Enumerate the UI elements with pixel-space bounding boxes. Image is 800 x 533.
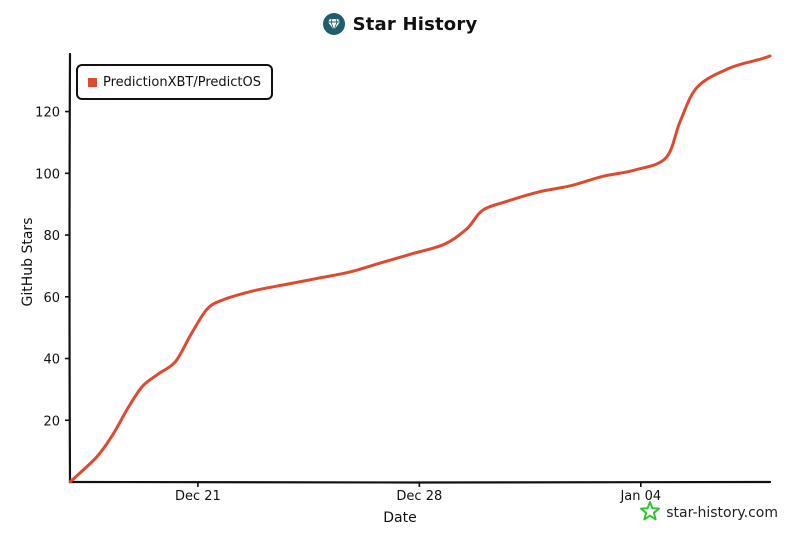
y-axis-ticks: 20 40 60 80 100 120	[35, 106, 70, 429]
green-star-icon	[640, 501, 661, 525]
star-history-watermark[interactable]: star-history.com	[640, 501, 778, 525]
x-tick-label: Dec 21	[175, 489, 221, 504]
x-axis-ticks: Dec 21 Dec 28 Jan 04	[175, 482, 661, 504]
x-tick-label: Dec 28	[396, 489, 442, 504]
chart-legend: PredictionXBT/PredictOS	[76, 64, 273, 100]
chart-axes	[68, 52, 772, 484]
y-axis-label: GitHub Stars	[20, 218, 36, 307]
y-tick-label: 20	[43, 414, 60, 429]
star-history-logo-icon	[322, 13, 345, 35]
series-layer	[68, 54, 772, 484]
y-tick-label: 120	[35, 106, 60, 121]
chart-title: Star History	[352, 13, 478, 35]
y-tick-label: 40	[43, 353, 60, 368]
watermark-text: star-history.com	[666, 505, 778, 521]
x-axis-label: Date	[383, 510, 416, 526]
x-tick-label: Jan 04	[619, 489, 661, 504]
y-tick-label: 60	[43, 291, 60, 306]
y-tick-label: 100	[35, 167, 60, 182]
chart-title-bar: Star History	[0, 10, 800, 38]
legend-swatch	[88, 77, 97, 87]
legend-label: PredictionXBT/PredictOS	[103, 74, 261, 90]
y-axis-line	[68, 52, 72, 484]
y-tick-label: 80	[43, 229, 60, 244]
series-line-0	[68, 54, 772, 484]
